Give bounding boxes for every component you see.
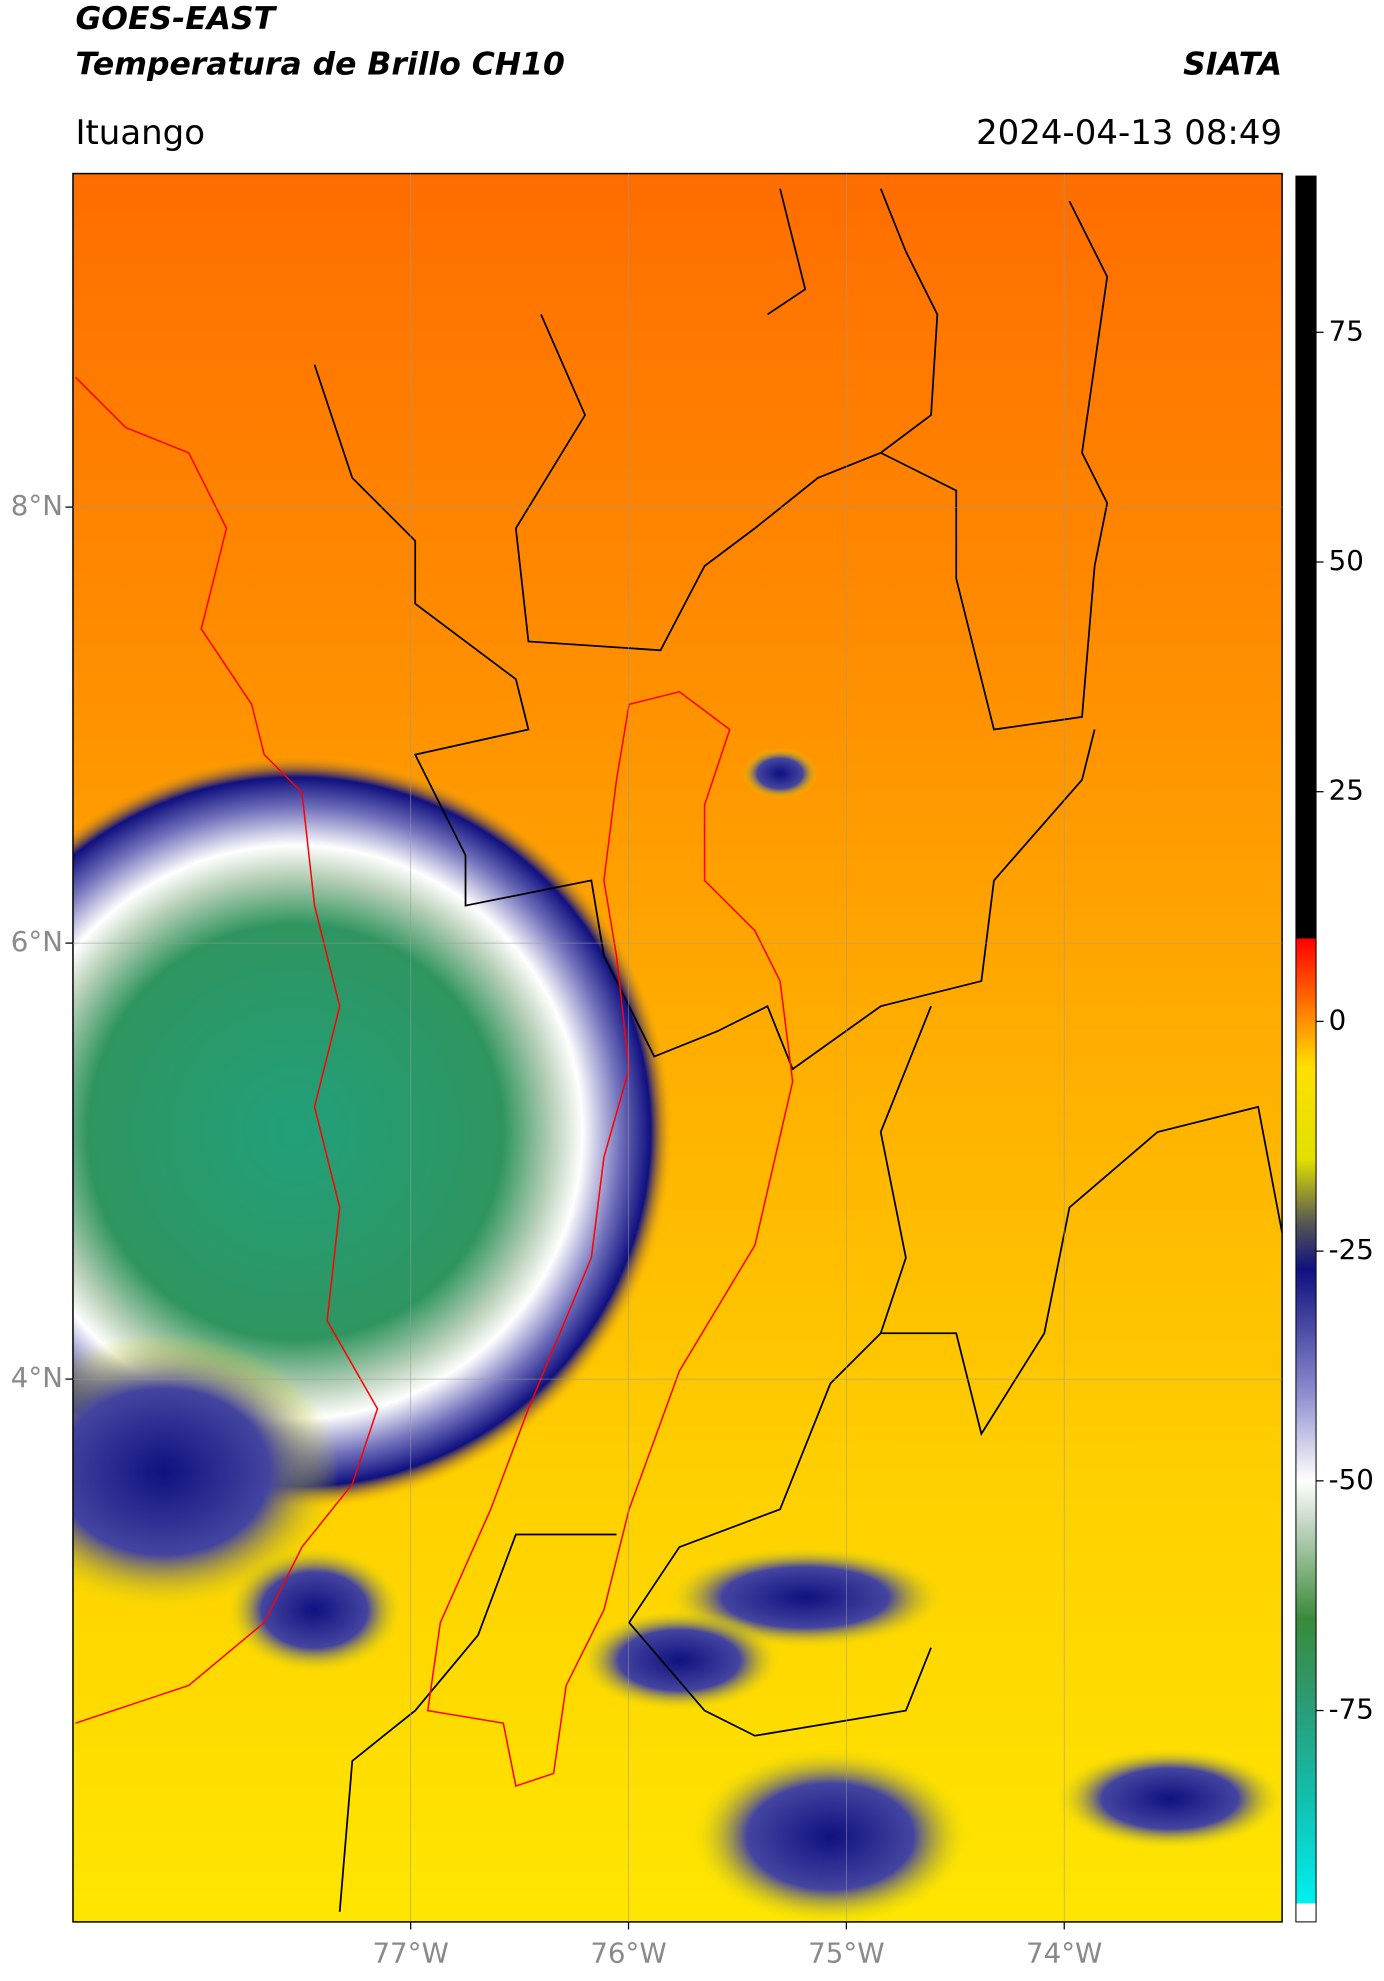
- datetime: 2024-04-13 08:49: [976, 113, 1282, 153]
- satellite-image: [72, 173, 1283, 1922]
- colorbar-tick-label: -75: [1329, 1693, 1374, 1726]
- y-tick-label: 4°N: [11, 1361, 63, 1394]
- colorbar-tick-label: -50: [1329, 1463, 1374, 1496]
- subtitle: Temperatura de Brillo CH10: [75, 46, 564, 82]
- colorbar-tick-label: 0: [1329, 1003, 1347, 1036]
- y-tick-label: 6°N: [11, 925, 63, 958]
- colorbar-tick-label: -25: [1329, 1233, 1374, 1266]
- x-tick-label: 75°W: [808, 1937, 884, 1970]
- source: SIATA: [1183, 46, 1282, 82]
- colorbar-tick-label: 75: [1329, 314, 1364, 347]
- colorbar-tick-label: 25: [1329, 774, 1364, 807]
- colorbar: -75 -50 -25 0 25 50 75: [1295, 175, 1374, 1923]
- grid: 77°W 76°W 75°W 74°W 4°N 6°N 8°N: [11, 173, 1283, 1970]
- map-frame: [72, 172, 1283, 1923]
- x-tick-label: 77°W: [372, 1937, 448, 1970]
- colorbar-bar: [1295, 175, 1317, 1923]
- x-tick-label: 74°W: [1026, 1937, 1102, 1970]
- x-tick-label: 76°W: [590, 1937, 666, 1970]
- title: GOES-EAST: [75, 1, 277, 37]
- y-tick-label: 8°N: [11, 489, 63, 522]
- colorbar-tick-label: 50: [1329, 544, 1364, 577]
- location: Ituango: [75, 113, 205, 153]
